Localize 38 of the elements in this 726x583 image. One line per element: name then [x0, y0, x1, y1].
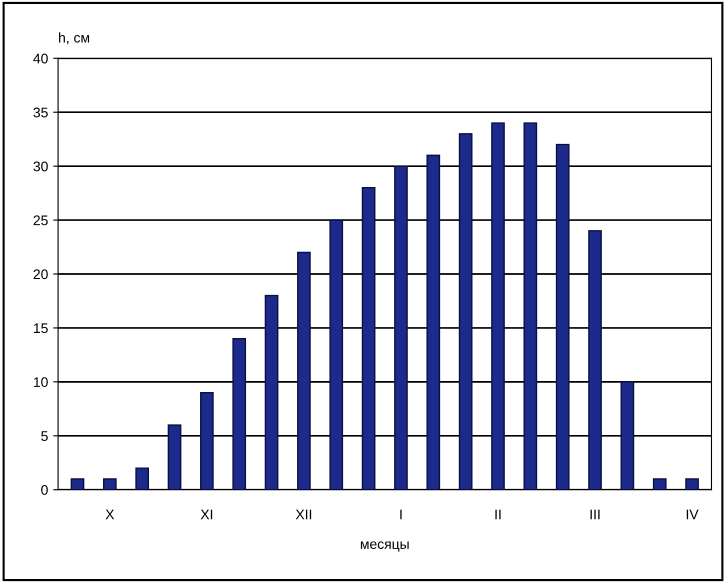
- y-tick-label: 10: [34, 377, 48, 388]
- bar: [102, 478, 117, 490]
- bar: [685, 478, 699, 490]
- y-tick-label: 0: [41, 485, 48, 495]
- bar: [329, 219, 344, 490]
- y-axis-title: h, см: [59, 32, 90, 44]
- y-tick-label: 15: [34, 323, 48, 334]
- y-tick-label: 25: [34, 215, 48, 226]
- bar: [264, 294, 278, 490]
- bar: [524, 122, 538, 490]
- bar: [297, 252, 311, 490]
- y-tick-label: 30: [33, 161, 48, 172]
- bar: [135, 467, 150, 490]
- bar: [168, 424, 182, 490]
- bar: [394, 165, 408, 490]
- bar: [70, 478, 84, 490]
- x-tick-label: I: [400, 510, 402, 520]
- bar: [458, 133, 472, 490]
- x-tick-label: X: [106, 510, 114, 520]
- bar: [620, 381, 634, 490]
- x-tick-label: IV: [686, 510, 699, 520]
- x-tick-label: XII: [296, 510, 312, 520]
- bar: [652, 478, 667, 490]
- bar: [200, 392, 214, 490]
- bar: [556, 144, 570, 490]
- x-tick-label: XI: [200, 510, 212, 520]
- bar: [426, 154, 440, 490]
- y-tick-label: 5: [41, 431, 48, 441]
- bar: [588, 230, 602, 490]
- x-axis-title: месяцы: [360, 541, 409, 552]
- x-tick-label: III: [590, 510, 600, 520]
- bar: [491, 122, 505, 490]
- bar: [232, 338, 246, 490]
- bar: [362, 187, 376, 490]
- y-tick-label: 35: [33, 108, 48, 118]
- y-tick-label: 40: [33, 54, 48, 64]
- x-tick-label: II: [495, 510, 501, 520]
- y-tick-label: 20: [34, 269, 48, 280]
